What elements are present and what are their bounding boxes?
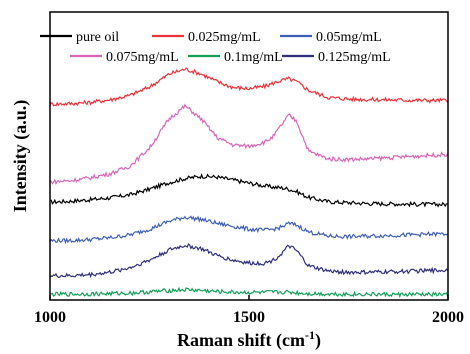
series-line-3 [49,103,449,186]
legend: pure oil 0.025mg/mL 0.05mg/mL 0.075mg/mL 0.1… [40,30,391,65]
series-line-2 [49,215,448,245]
series-line-1 [49,67,449,107]
legend-label-5: 0.125mg/mL [318,50,391,65]
x-axis-label-close: ) [315,330,321,351]
legend-label-4: 0.1mg/mL [224,50,283,65]
y-axis-label: Intensity (a.u.) [10,100,31,213]
series-line-5 [49,242,449,279]
series-line-4 [49,286,449,299]
x-axis-label-superscript: -1 [305,328,315,342]
x-tick-label: 1000 [34,309,66,326]
legend-label-3: 0.075mg/mL [106,50,179,65]
series-lines [49,67,449,299]
x-axis-label: Raman shift (cm-1) [177,328,321,351]
x-tick-label: 2000 [432,309,464,326]
x-axis-ticks: 1000 1500 2000 [34,295,464,326]
series-line-0 [49,173,448,208]
x-axis-label-main: Raman shift (cm [177,330,305,351]
legend-label-2: 0.05mg/mL [316,30,382,45]
legend-label-1: 0.025mg/mL [188,30,261,45]
x-tick-label: 1500 [233,309,265,326]
legend-label-0: pure oil [76,30,119,45]
